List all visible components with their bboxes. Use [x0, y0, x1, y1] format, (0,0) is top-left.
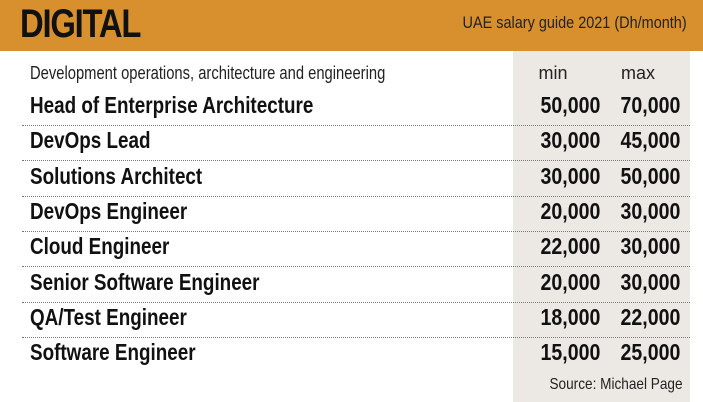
page-subtitle: UAE salary guide 2021 (Dh/month): [462, 13, 687, 32]
table-row: QA/Test Engineer 18,000 22,000: [22, 302, 690, 338]
salary-max: 30,000: [620, 197, 680, 224]
table-row: Senior Software Engineer 20,000 30,000: [22, 267, 690, 303]
salary-max: 50,000: [620, 162, 680, 189]
salary-min: 15,000: [540, 339, 600, 366]
salary-min: 30,000: [540, 127, 600, 154]
table-header: Development operations, architecture and…: [0, 58, 703, 92]
table-row: Software Engineer 15,000 25,000: [22, 337, 690, 372]
job-title: Head of Enterprise Architecture: [30, 92, 314, 118]
salary-max: 45,000: [620, 127, 680, 154]
job-title: Software Engineer: [30, 339, 196, 366]
salary-min: 30,000: [540, 162, 600, 189]
table-row: DevOps Lead 30,000 45,000: [22, 125, 690, 162]
table-row: Cloud Engineer 22,000 30,000: [22, 231, 690, 268]
salary-max: 30,000: [620, 268, 680, 295]
salary-max: 70,000: [620, 92, 680, 118]
source-note: Source: Michael Page: [549, 376, 683, 393]
page-title: DIGITAL: [20, 2, 141, 46]
salary-min: 20,000: [540, 197, 600, 224]
table-row: Solutions Architect 30,000 50,000: [22, 161, 690, 197]
salary-min: 20,000: [540, 268, 600, 295]
salary-max: 22,000: [620, 303, 680, 330]
salary-column-shade: [513, 51, 690, 402]
salary-min: 50,000: [540, 92, 600, 118]
salary-min: 18,000: [540, 303, 600, 330]
table-row: DevOps Engineer 20,000 30,000: [22, 196, 690, 232]
column-header-min: min: [538, 63, 568, 83]
job-title: DevOps Lead: [30, 127, 151, 154]
column-header-max: max: [620, 63, 655, 83]
salary-min: 22,000: [540, 233, 600, 260]
job-title: Solutions Architect: [30, 162, 203, 189]
salary-max: 25,000: [620, 339, 680, 366]
salary-max: 30,000: [620, 233, 680, 260]
job-title: DevOps Engineer: [30, 197, 188, 224]
job-title: Senior Software Engineer: [30, 268, 260, 295]
job-title: QA/Test Engineer: [30, 303, 187, 330]
header-band: DIGITAL UAE salary guide 2021 (Dh/month): [0, 0, 703, 51]
table-row: Head of Enterprise Architecture 50,000 70,…: [22, 90, 690, 126]
section-label: Development operations, architecture and…: [30, 63, 386, 83]
job-title: Cloud Engineer: [30, 233, 170, 260]
